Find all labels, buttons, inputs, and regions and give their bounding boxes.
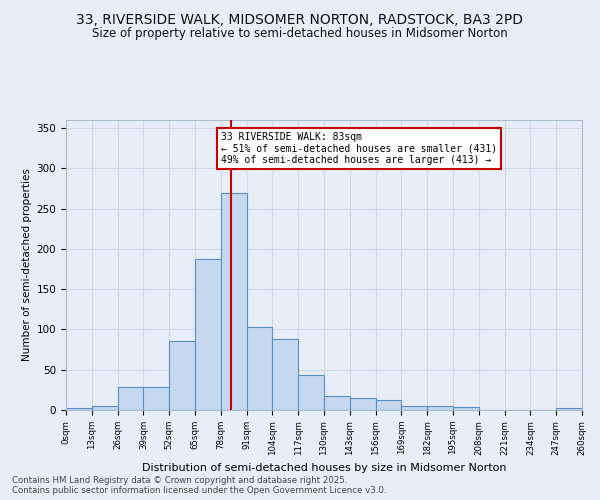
Bar (118, 386, 143, 410)
Text: Contains HM Land Registry data © Crown copyright and database right 2025.
Contai: Contains HM Land Registry data © Crown c… (12, 476, 386, 495)
Bar (143, 386, 169, 410)
Bar (92, 406, 118, 410)
Text: 33 RIVERSIDE WALK: 83sqm
← 51% of semi-detached houses are smaller (431)
49% of : 33 RIVERSIDE WALK: 83sqm ← 51% of semi-d… (221, 132, 497, 166)
Bar (427, 406, 453, 410)
Y-axis label: Number of semi-detached properties: Number of semi-detached properties (22, 168, 32, 362)
Bar (453, 407, 479, 410)
Bar (66, 408, 92, 410)
Bar (247, 327, 272, 410)
Bar (195, 258, 221, 410)
Text: Size of property relative to semi-detached houses in Midsomer Norton: Size of property relative to semi-detach… (92, 28, 508, 40)
Bar (169, 340, 195, 410)
Bar (556, 408, 582, 410)
Bar (272, 339, 298, 410)
X-axis label: Distribution of semi-detached houses by size in Midsomer Norton: Distribution of semi-detached houses by … (142, 463, 506, 473)
Bar (376, 400, 401, 410)
Bar (324, 396, 350, 410)
Bar (350, 398, 376, 410)
Bar (221, 192, 247, 410)
Bar (298, 374, 324, 410)
Bar (401, 406, 427, 410)
Text: 33, RIVERSIDE WALK, MIDSOMER NORTON, RADSTOCK, BA3 2PD: 33, RIVERSIDE WALK, MIDSOMER NORTON, RAD… (77, 12, 523, 26)
